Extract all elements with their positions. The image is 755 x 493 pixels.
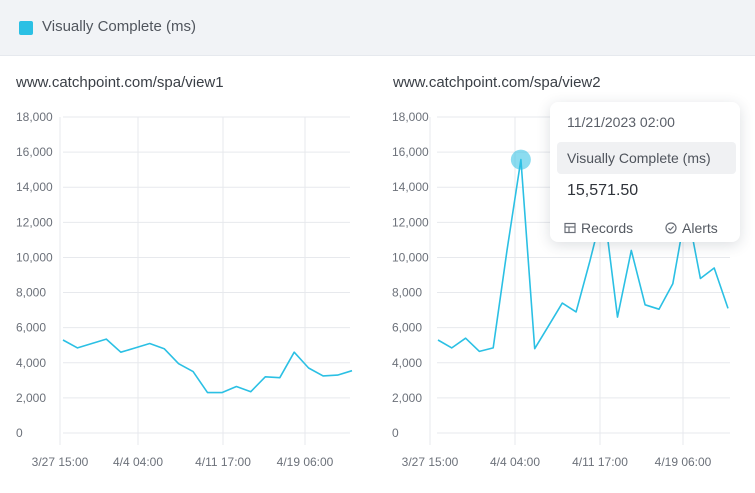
- x-tick-label: 4/4 04:00: [490, 455, 540, 469]
- tooltip-series-label: Visually Complete (ms): [567, 150, 711, 166]
- x-tick-label: 4/19 06:00: [277, 455, 334, 469]
- y-tick-label: 6,000: [16, 321, 46, 335]
- check-circle-icon: [665, 222, 677, 234]
- data-point: [533, 348, 535, 350]
- data-point: [451, 347, 453, 349]
- x-tick-label: 4/11 17:00: [195, 455, 251, 469]
- y-tick-label: 14,000: [16, 180, 53, 194]
- legend-swatch[interactable]: [19, 21, 33, 35]
- tooltip-datetime: 11/21/2023 02:00: [567, 114, 675, 130]
- data-point: [561, 302, 563, 304]
- legend-bar: Visually Complete (ms): [0, 0, 755, 56]
- y-tick-label: 0: [16, 426, 23, 440]
- data-point: [575, 311, 577, 313]
- data-point: [630, 249, 632, 251]
- chart-view1: 18,000 16,000 14,000 12,000 10,000 8,000 6,000…: [16, 110, 353, 469]
- data-point: [616, 316, 618, 318]
- data-point: [713, 267, 715, 269]
- y-tick-label: 10,000: [392, 250, 429, 264]
- data-point: [727, 307, 729, 309]
- chart-title-view1: www.catchpoint.com/spa/view1: [16, 74, 224, 91]
- y-tick-label: 4,000: [392, 356, 422, 370]
- y-tick-label: 18,000: [16, 110, 53, 124]
- data-point: [506, 249, 508, 251]
- data-point: [644, 304, 646, 306]
- data-point: [547, 325, 549, 327]
- data-point: [464, 337, 466, 339]
- data-point: [658, 308, 660, 310]
- tooltip-value: 15,571.50: [567, 182, 639, 199]
- records-label: Records: [581, 220, 634, 236]
- highlight-point: [510, 149, 531, 170]
- data-point: [672, 283, 674, 285]
- legend-label[interactable]: Visually Complete (ms): [42, 18, 196, 35]
- y-tick-label: 16,000: [392, 145, 429, 159]
- y-tick-label: 2,000: [392, 391, 422, 405]
- series-line: [437, 158, 729, 353]
- data-point: [478, 350, 480, 352]
- y-tick-label: 4,000: [16, 356, 46, 370]
- alerts-label: Alerts: [682, 220, 718, 236]
- y-tick-label: 14,000: [392, 180, 429, 194]
- y-tick-label: 18,000: [392, 110, 429, 124]
- table-icon: [564, 222, 576, 234]
- y-tick-label: 6,000: [392, 321, 422, 335]
- tooltip-series-row: Visually Complete (ms): [557, 142, 736, 174]
- y-tick-label: 2,000: [16, 391, 46, 405]
- chart-title-view2: www.catchpoint.com/spa/view2: [393, 74, 601, 91]
- y-tick-label: 12,000: [16, 215, 53, 229]
- x-tick-label: 4/19 06:00: [655, 455, 712, 469]
- alerts-button[interactable]: Alerts: [665, 220, 718, 236]
- y-tick-label: 0: [392, 426, 399, 440]
- x-tick-label: 4/11 17:00: [572, 455, 628, 469]
- y-tick-label: 16,000: [16, 145, 53, 159]
- x-tick-label: 3/27 15:00: [32, 455, 89, 469]
- y-tick-label: 8,000: [392, 286, 422, 300]
- data-tooltip: 11/21/2023 02:00 Visually Complete (ms) …: [550, 102, 740, 242]
- x-tick-label: 4/4 04:00: [113, 455, 163, 469]
- series-line: [62, 338, 353, 394]
- data-point: [699, 277, 701, 279]
- y-tick-label: 10,000: [16, 250, 53, 264]
- data-point: [437, 339, 439, 341]
- x-tick-label: 3/27 15:00: [402, 455, 459, 469]
- data-point: [589, 260, 591, 262]
- data-point: [492, 347, 494, 349]
- y-tick-label: 12,000: [392, 215, 429, 229]
- y-tick-label: 8,000: [16, 286, 46, 300]
- records-button[interactable]: Records: [564, 220, 633, 236]
